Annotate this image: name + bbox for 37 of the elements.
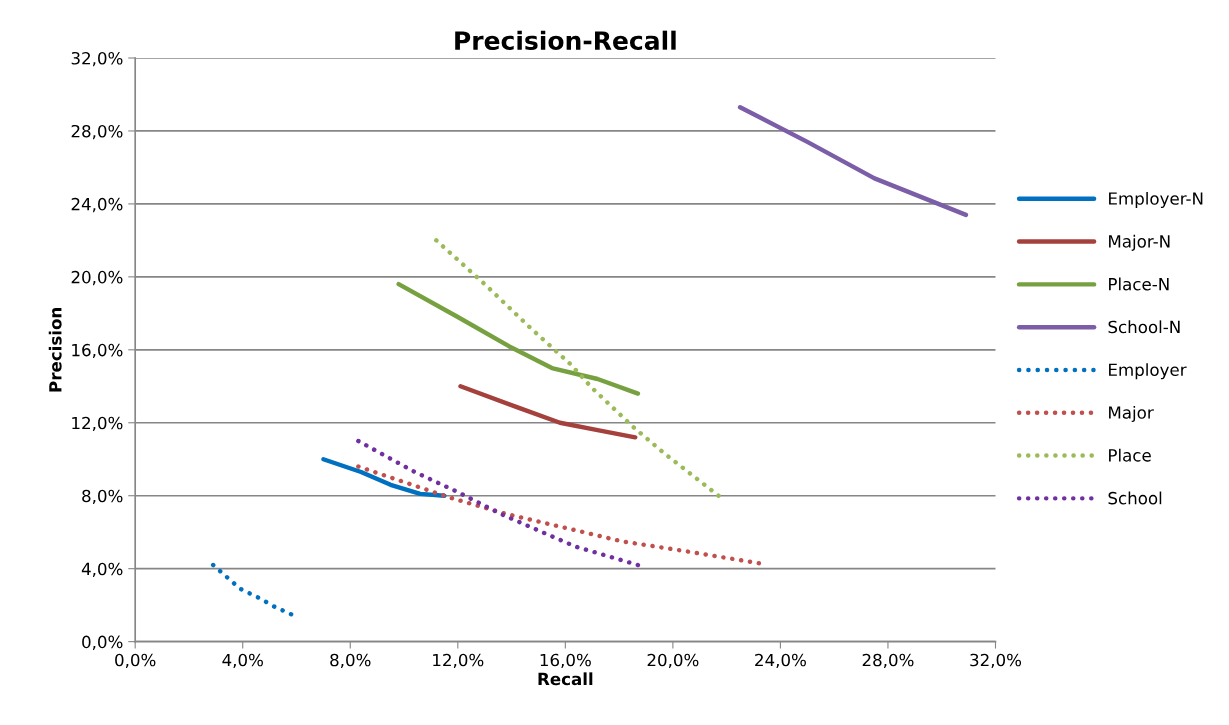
- y-tick-label: 32,0%: [71, 51, 123, 67]
- x-tick-label: 28,0%: [862, 653, 914, 669]
- x-tick-label: 4,0%: [222, 653, 263, 669]
- y-tick-label: 12,0%: [72, 416, 123, 432]
- legend-label: School: [1108, 491, 1162, 505]
- legend-label: Employer: [1109, 363, 1187, 380]
- x-tick-label: 12,0%: [433, 653, 484, 669]
- x-tick-label: 0,0%: [115, 653, 156, 669]
- y-tick-label: 16,0%: [72, 343, 123, 359]
- legend-label: Place: [1109, 448, 1151, 462]
- legend-label: School-N: [1108, 320, 1180, 334]
- line-series: [396, 281, 641, 396]
- y-tick-label: 4,0%: [81, 562, 123, 577]
- x-tick-label: 8,0%: [330, 653, 371, 669]
- x-tick-label: 32,0%: [970, 653, 1022, 669]
- line-series: [321, 457, 447, 498]
- line-series: [356, 438, 641, 568]
- x-tick-label: 20,0%: [647, 653, 699, 669]
- x-tick-label: 16,0%: [540, 653, 591, 669]
- y-tick-label: 20,0%: [71, 270, 123, 286]
- legend-label: Place-N: [1109, 277, 1169, 291]
- line-series: [434, 238, 721, 498]
- y-tick-label: 0,0%: [82, 635, 123, 650]
- x-axis-title: Recall: [538, 672, 593, 686]
- legend-label: Major-N: [1109, 234, 1170, 251]
- x-tick-label: 24,0%: [755, 653, 806, 669]
- y-axis-title: Precision: [48, 307, 62, 392]
- y-tick-label: 8,0%: [82, 489, 123, 504]
- y-tick-label: 28,0%: [71, 124, 123, 140]
- line-series: [737, 105, 969, 218]
- line-series: [356, 464, 762, 566]
- y-tick-label: 24,0%: [71, 197, 123, 213]
- line-series: [210, 562, 294, 617]
- chart-title: Precision-Recall: [455, 30, 676, 51]
- legend-label: Major: [1109, 405, 1154, 423]
- legend-label: Employer-N: [1109, 191, 1203, 209]
- line-series: [458, 384, 638, 440]
